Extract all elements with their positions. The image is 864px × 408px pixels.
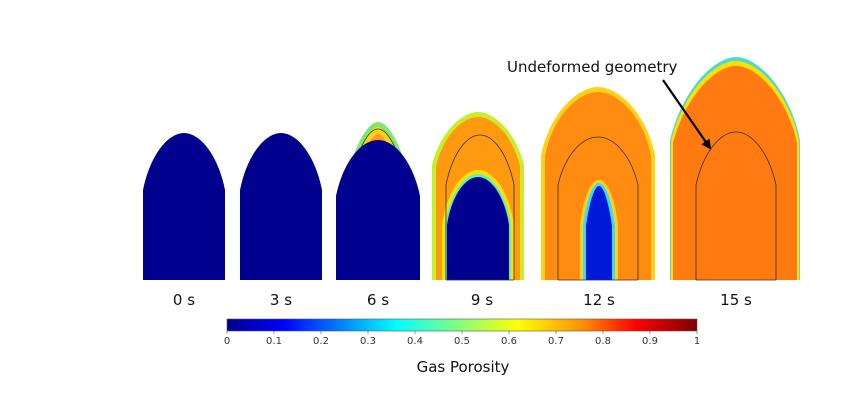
time-label-3s: 3 s: [270, 291, 292, 309]
colorbar-tick-label: 0.6: [501, 336, 517, 347]
dense-core: [447, 177, 509, 280]
colorbar: [227, 319, 697, 331]
time-label-0s: 0 s: [173, 291, 195, 309]
colorbar-tick-label: 0.4: [407, 336, 423, 347]
colorbar-tick-label: 0.5: [454, 336, 470, 347]
dense-core: [586, 186, 612, 280]
colorbar-tick-label: 0.2: [313, 336, 329, 347]
time-label-12s: 12 s: [583, 291, 615, 309]
frame-3s: [240, 133, 322, 280]
porous-region: [673, 66, 797, 280]
porous-domain: [143, 133, 225, 280]
frame-15s: [670, 57, 800, 281]
colorbar-tick-label: 0.8: [595, 336, 611, 347]
frame-0s: [143, 133, 225, 280]
colorbar-tick-label: 0.7: [548, 336, 564, 347]
frame-9s: [432, 112, 524, 281]
colorbar-tick-label: 0: [224, 336, 230, 347]
porous-domain: [240, 133, 322, 280]
annotation-arrow: [662, 79, 712, 150]
time-label-6s: 6 s: [367, 291, 389, 309]
colorbar-tick-label: 1: [694, 336, 700, 347]
porous-domain: [336, 140, 420, 280]
annotation-label: Undeformed geometry: [507, 58, 678, 76]
time-label-9s: 9 s: [471, 291, 493, 309]
colorbar-tick-label: 0.3: [360, 336, 376, 347]
colorbar-tick-label: 0.9: [642, 336, 658, 347]
colorbar-title: Gas Porosity: [417, 358, 510, 376]
undeformed-outline: [359, 128, 397, 151]
undeformed-outline: [557, 136, 639, 280]
time-label-15s: 15 s: [720, 291, 752, 309]
colorbar-ticks: 0 0.1 0.2 0.3 0.4 0.5 0.6 0.7 0.8 0.9 1: [224, 331, 700, 347]
undeformed-outline: [445, 134, 515, 280]
undeformed-outline: [695, 131, 777, 280]
colorbar-tick-label: 0.1: [266, 336, 282, 347]
frame-6s: [336, 122, 420, 280]
frame-12s: [541, 87, 655, 281]
